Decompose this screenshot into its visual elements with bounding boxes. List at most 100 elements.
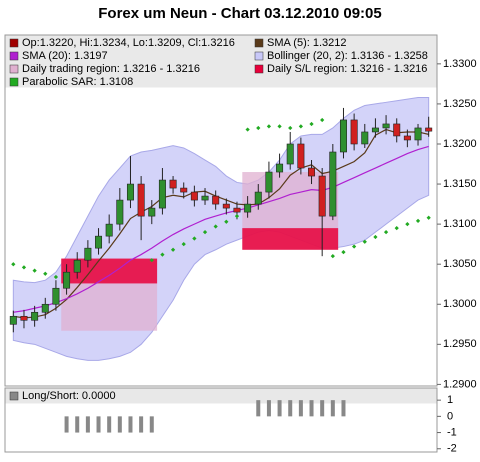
legend-swatch (9, 77, 19, 87)
legend-swatch (9, 51, 19, 61)
bar (256, 400, 261, 417)
candle-body (148, 207, 156, 217)
sar-dot (234, 213, 240, 219)
candle-body (126, 183, 134, 201)
legend-label: SMA (20): 1.3197 (22, 50, 108, 62)
legend-label: Daily trading region: 1.3216 - 1.3216 (22, 63, 200, 75)
candle-body (95, 235, 103, 249)
candle-body (180, 187, 188, 193)
sar-dot (341, 250, 346, 255)
legend-label: Parabolic SAR: 1.3108 (22, 76, 133, 88)
candle-body (41, 303, 49, 313)
sma-line (13, 128, 429, 319)
bar (128, 416, 133, 433)
y-tick-label: 1.3150 (443, 178, 477, 190)
bar (107, 416, 112, 433)
bar (96, 416, 101, 433)
candle-body (73, 259, 81, 273)
candle-body (403, 135, 411, 141)
candle-body (297, 143, 305, 169)
y-tick-label: 1.3000 (443, 298, 477, 310)
sar-dot (426, 215, 431, 220)
chart-title: Forex um Neun - Chart 03.12.2010 09:05 (98, 5, 381, 22)
candle-body (84, 247, 92, 261)
sar-dot (170, 247, 176, 252)
candle-body (116, 199, 124, 225)
candle-body (190, 191, 198, 201)
candle-body (158, 179, 166, 209)
bar (309, 400, 314, 417)
candle-body (265, 171, 273, 193)
candle-body (329, 151, 337, 217)
bar (117, 416, 122, 433)
bar (266, 400, 271, 417)
candle-body (318, 175, 326, 217)
sar-dot (415, 218, 421, 224)
candle-body (233, 207, 241, 213)
bar (288, 400, 293, 417)
legend: Op:1.3220, Hi:1.3234, Lo:1.3209, Cl:1.32… (5, 35, 437, 88)
bar (341, 400, 346, 417)
bar (149, 416, 154, 433)
candle-body (308, 167, 316, 177)
sar-dot (224, 219, 229, 224)
legend-label: SMA (5): 1.3212 (267, 37, 347, 49)
legend-box (5, 388, 437, 404)
legend-swatch (9, 64, 19, 74)
bar (330, 400, 335, 417)
candle-body (414, 127, 422, 141)
candle-body (350, 119, 358, 145)
sar-dot (202, 230, 208, 235)
candle-body (105, 223, 113, 237)
candle-body (339, 119, 347, 153)
legend-swatch (9, 391, 19, 401)
y-tick-label: 1.3050 (443, 258, 477, 270)
candle-body (201, 195, 209, 201)
y-tick-label: -2 (447, 443, 457, 455)
candle-body (63, 271, 71, 289)
sar-dot (405, 222, 410, 227)
sar-dot (160, 252, 165, 257)
sar-dot (149, 258, 154, 263)
bar (277, 400, 282, 417)
candle-body (361, 131, 369, 145)
bar (75, 416, 80, 433)
sar-dot (352, 244, 357, 249)
candle-body (286, 143, 294, 165)
y-tick-label: 1.3100 (443, 218, 477, 230)
sar-dot (394, 226, 399, 231)
candle-body (276, 163, 284, 173)
legend-label: Bollinger (20, 2): 1.3136 - 1.3258 (267, 50, 428, 62)
candle-body (9, 315, 17, 325)
sar-dot (373, 234, 378, 240)
candle-body (169, 179, 177, 189)
candle-body (371, 127, 379, 133)
bar (85, 416, 90, 433)
candle-body (212, 195, 220, 205)
sar-dot (330, 254, 335, 259)
legend-swatch (9, 38, 19, 48)
legend-swatch (254, 64, 264, 74)
candle-body (31, 311, 39, 321)
candle-body (254, 191, 262, 205)
bar (298, 400, 303, 417)
candle-body (222, 203, 230, 209)
y-tick-label: 1.3200 (443, 138, 477, 150)
candle-body (425, 127, 433, 132)
sma-line (13, 145, 429, 313)
sl-region (242, 228, 339, 250)
y-tick-label: 1.3250 (443, 98, 477, 110)
sar-dot (192, 236, 197, 241)
legend-label: Op:1.3220, Hi:1.3234, Lo:1.3209, Cl:1.32… (22, 37, 235, 49)
candle-body (137, 183, 145, 217)
y-tick-label: 1.2950 (443, 338, 477, 350)
legend-label: Daily S/L region: 1.3216 - 1.3216 (267, 63, 427, 75)
y-tick-label: 1.2900 (443, 378, 477, 390)
bar (139, 416, 144, 433)
candle-body (20, 315, 28, 321)
legend-box (5, 35, 437, 88)
candle-body (244, 203, 252, 213)
candle-body (393, 123, 401, 137)
bar (320, 400, 325, 417)
